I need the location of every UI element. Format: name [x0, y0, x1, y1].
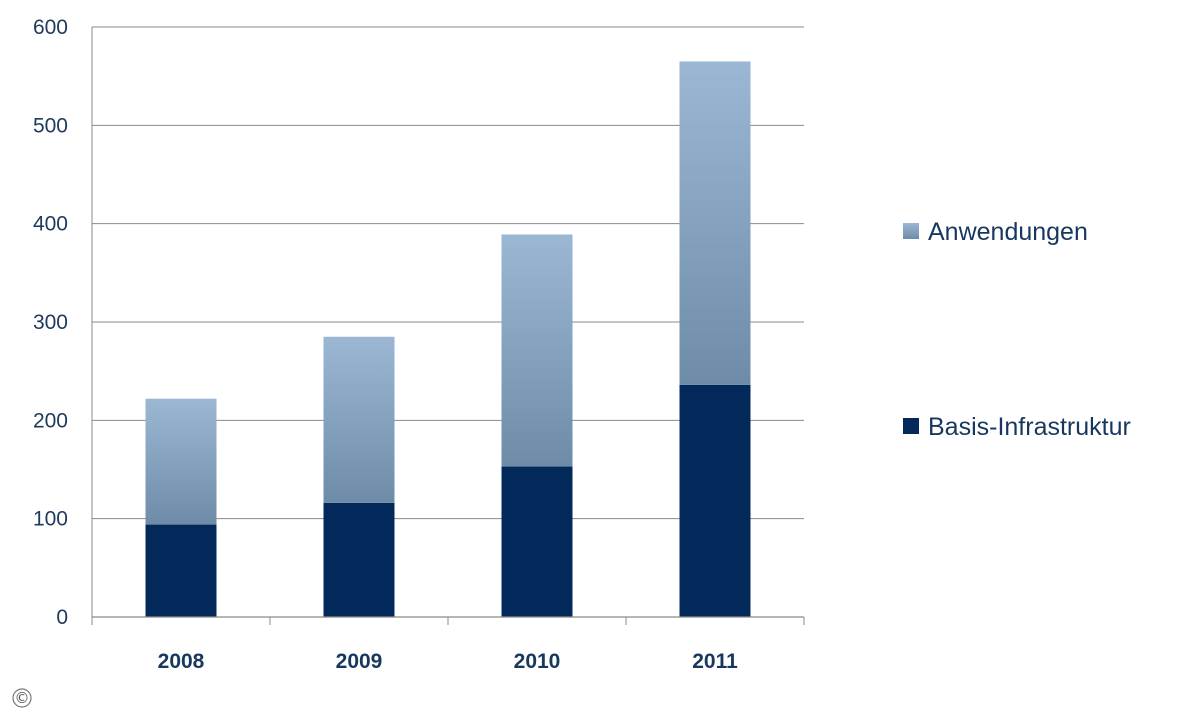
y-axis-tick-labels: 0 100 200 300 400 500 600 — [33, 16, 68, 629]
legend-swatch — [903, 418, 919, 434]
x-axis-category-labels: 2008 2009 2010 2011 — [158, 650, 738, 673]
y-tick-label: 600 — [33, 16, 68, 39]
copyright-mark: © — [12, 688, 32, 708]
x-axis — [91, 27, 805, 625]
x-category-label: 2011 — [692, 650, 738, 673]
x-category-label: 2010 — [514, 650, 561, 673]
legend-swatch — [903, 223, 919, 239]
bar-basis-infrastruktur-2010 — [501, 466, 573, 617]
bars — [145, 61, 751, 617]
x-category-label: 2008 — [158, 650, 205, 673]
bar-anwendungen-2009 — [323, 336, 395, 503]
bar-basis-infrastruktur-2008 — [145, 524, 217, 617]
legend: Anwendungen Basis-Infrastruktur — [903, 218, 1131, 441]
y-tick-label: 0 — [56, 606, 68, 629]
legend-label: Anwendungen — [928, 218, 1088, 246]
y-tick-label: 300 — [33, 311, 68, 334]
bar-basis-infrastruktur-2011 — [679, 384, 751, 617]
bar-anwendungen-2011 — [679, 61, 751, 385]
x-category-label: 2009 — [336, 650, 383, 673]
legend-label: Basis-Infrastruktur — [928, 413, 1131, 441]
y-tick-label: 400 — [33, 213, 68, 236]
y-tick-label: 500 — [33, 114, 68, 137]
bar-basis-infrastruktur-2009 — [323, 502, 395, 617]
copyright-symbol: © — [15, 689, 30, 707]
bar-anwendungen-2010 — [501, 234, 573, 467]
y-tick-label: 100 — [33, 508, 68, 531]
y-tick-label: 200 — [33, 409, 68, 432]
bar-anwendungen-2008 — [145, 398, 217, 525]
